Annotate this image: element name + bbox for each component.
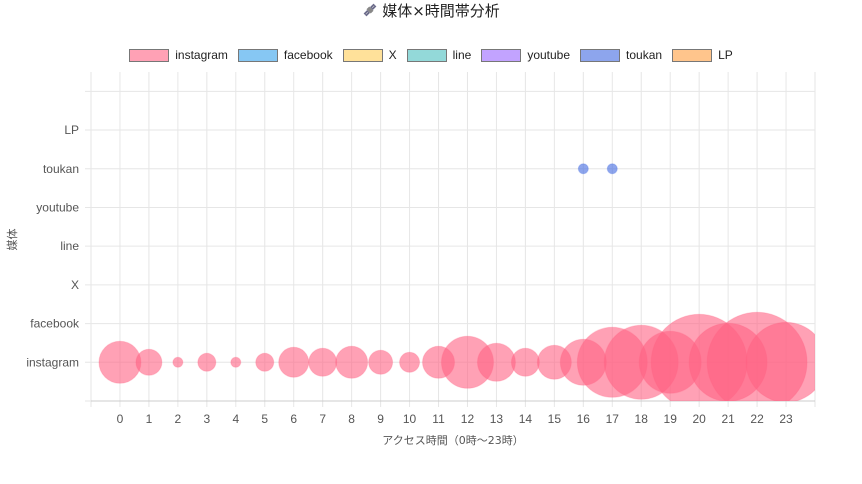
- bubble-instagram-23: [745, 321, 815, 401]
- bubble-instagram-10: [399, 351, 421, 373]
- x-tick-label: 8: [348, 412, 355, 426]
- x-tick-label: 22: [750, 412, 764, 426]
- legend-item-toukan[interactable]: toukan: [580, 48, 662, 62]
- bubble-instagram-2: [172, 356, 184, 368]
- legend-label: LP: [718, 48, 733, 62]
- y-tick-label: facebook: [30, 317, 80, 331]
- bubble-instagram-14: [510, 347, 540, 377]
- x-tick-label: 3: [203, 412, 210, 426]
- y-axis-title: 媒体: [5, 229, 19, 251]
- legend-label: instagram: [175, 48, 228, 62]
- bubble-layer: [98, 163, 815, 401]
- legend-swatch: [342, 48, 383, 62]
- x-tick-label: 12: [461, 412, 475, 426]
- legend-label: facebook: [283, 48, 333, 62]
- y-tick-label: instagram: [26, 355, 79, 369]
- chart-title-text: 媒体×時間帯分析: [382, 2, 500, 20]
- x-tick-label: 17: [606, 412, 620, 426]
- x-tick-label: 23: [779, 412, 793, 426]
- legend-swatch: [237, 48, 278, 62]
- chart-title: 媒体×時間帯分析: [0, 0, 862, 24]
- x-axis-title: アクセス時間（0時〜23時）: [382, 434, 523, 447]
- x-tick-label: 6: [290, 412, 297, 426]
- bubble-instagram-5: [255, 352, 275, 372]
- legend-swatch: [672, 48, 713, 62]
- y-tick-label: X: [71, 278, 79, 292]
- bubble-instagram-8: [335, 345, 369, 379]
- x-tick-label: 14: [519, 412, 533, 426]
- legend-item-line[interactable]: line: [406, 48, 472, 62]
- x-tick-label: 4: [232, 412, 239, 426]
- bubble-instagram-7: [308, 347, 338, 377]
- legend-swatch: [481, 48, 522, 62]
- legend-label: line: [452, 48, 472, 62]
- bubble-instagram-4: [230, 356, 242, 368]
- legend-label: X: [388, 48, 397, 62]
- bubble-instagram-9: [368, 349, 394, 375]
- legend-swatch: [406, 48, 447, 62]
- x-tick-label: 10: [403, 412, 417, 426]
- legend-label: toukan: [626, 48, 663, 62]
- y-tick-label: toukan: [43, 162, 79, 176]
- bubble-toukan-17: [606, 163, 618, 175]
- legend-swatch: [129, 48, 170, 62]
- legend-item-youtube[interactable]: youtube: [481, 48, 570, 62]
- bubble-toukan-16: [577, 163, 589, 175]
- x-tick-label: 9: [377, 412, 384, 426]
- x-tick-label: 11: [432, 412, 445, 426]
- legend-label: youtube: [527, 48, 571, 62]
- legend-item-x[interactable]: X: [342, 48, 397, 62]
- y-tick-label: LP: [64, 123, 79, 137]
- bubble-instagram-1: [135, 348, 163, 376]
- legend-item-lp[interactable]: LP: [672, 48, 733, 62]
- bubble-instagram-13: [476, 342, 516, 382]
- x-tick-label: 21: [721, 412, 735, 426]
- bubble-instagram-3: [197, 352, 217, 372]
- x-tick-label: 20: [692, 412, 706, 426]
- x-tick-label: 16: [577, 412, 591, 426]
- x-tick-label: 19: [664, 412, 678, 426]
- x-tick-label: 5: [261, 412, 268, 426]
- x-tick-label: 15: [548, 412, 562, 426]
- x-tick-label: 7: [319, 412, 326, 426]
- x-tick-label: 1: [146, 412, 153, 426]
- legend-item-instagram[interactable]: instagram: [129, 48, 228, 62]
- satellite-icon: [363, 3, 377, 17]
- bubble-instagram-6: [278, 346, 310, 378]
- y-tick-label: youtube: [36, 200, 79, 214]
- x-tick-label: 13: [490, 412, 504, 426]
- legend-item-facebook[interactable]: facebook: [237, 48, 333, 62]
- bubble-instagram-0: [98, 340, 142, 384]
- x-tick-label: 2: [175, 412, 182, 426]
- x-tick-label: 0: [117, 412, 124, 426]
- x-tick-label: 18: [635, 412, 649, 426]
- y-tick-label: line: [60, 239, 79, 253]
- legend-swatch: [580, 48, 621, 62]
